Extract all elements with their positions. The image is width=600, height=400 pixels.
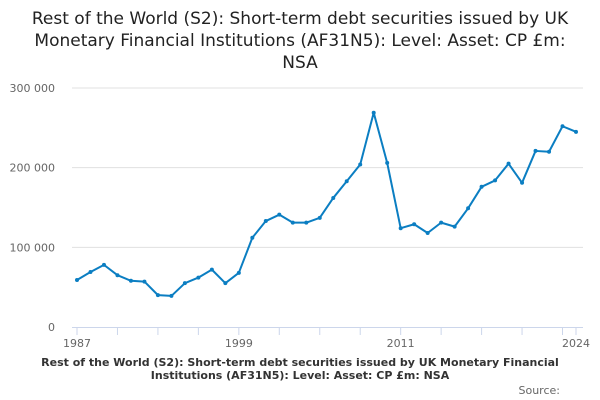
data-point [250,235,255,240]
data-point [547,149,552,154]
x-tick-label: 2024 [562,337,590,350]
data-point [169,293,174,298]
source-label: Source: [518,384,561,397]
data-point [574,129,578,134]
data-point [263,219,268,224]
data-point [520,180,525,185]
data-point [493,178,498,183]
data-point [560,124,565,129]
data-point [304,220,309,225]
series-line [76,111,577,297]
data-point [75,277,79,282]
data-point [209,267,214,272]
data-point [277,212,282,217]
data-point [331,195,336,200]
x-tick-label: 1987 [63,337,91,350]
data-point [142,279,147,284]
data-point [115,273,120,278]
data-point [452,224,457,229]
data-point [182,281,187,286]
data-point [479,184,484,189]
data-point [223,281,228,286]
data-point [358,162,363,167]
y-tick-label: 200 000 [10,162,56,175]
data-point [317,215,322,220]
data-point [533,148,538,153]
data-point [101,262,106,267]
data-point [236,270,241,275]
data-point [466,206,471,211]
y-tick-label: 100 000 [10,241,56,254]
data-point [155,293,160,298]
data-point [371,110,376,115]
x-tick-label: 2011 [387,337,415,350]
data-point [344,179,349,184]
data-point [506,161,511,166]
y-tick-label: 0 [48,321,55,334]
data-point [290,220,295,225]
data-point [439,220,444,225]
y-tick-label: 300 000 [10,82,56,95]
chart-title: Rest of the World (S2): Short-term debt … [31,9,569,73]
data-point [196,275,201,280]
data-point [398,226,403,231]
chart-footer: Rest of the World (S2): Short-term debt … [41,356,559,382]
data-point [128,278,133,283]
data-point [412,222,417,227]
data-point [425,230,430,235]
data-point [88,270,93,275]
data-point [385,160,390,165]
x-tick-label: 1999 [225,337,253,350]
